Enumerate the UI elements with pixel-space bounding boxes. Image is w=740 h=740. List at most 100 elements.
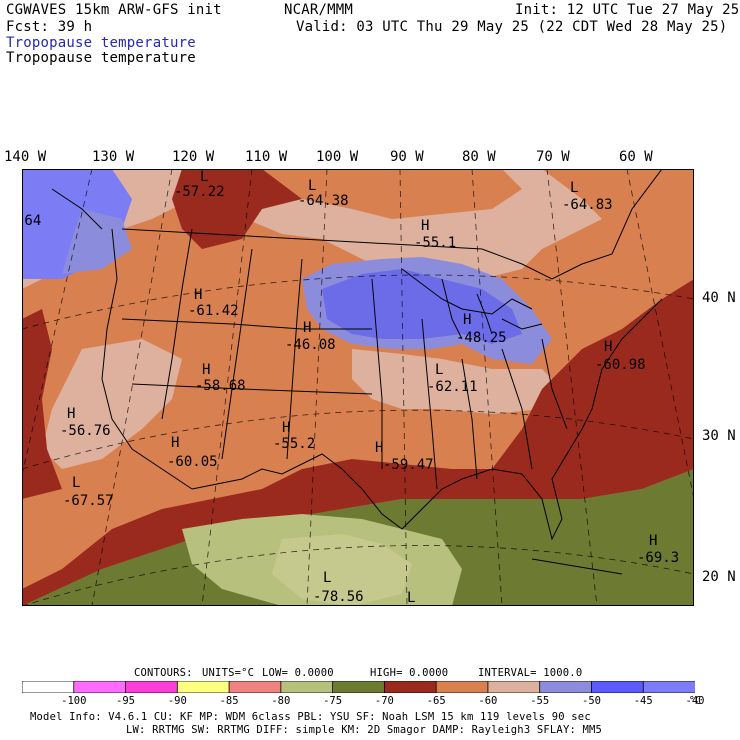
fill-region-west-red: [22, 309, 62, 499]
colorbar-tick-label: -75: [323, 695, 343, 707]
fill-region-east-red: [492, 279, 694, 489]
marker-h-1-symbol: H: [421, 218, 429, 234]
valid-time: Valid: 03 UTC Thu 29 May 25 (22 CDT Wed …: [296, 19, 728, 35]
marker-l-3-symbol: L: [570, 180, 578, 196]
colorbar-swatch: [642, 681, 695, 693]
lon-label-70w: 70 W: [536, 149, 570, 165]
colorbar-swatch: [125, 681, 179, 693]
colorbar-swatch: [332, 681, 386, 693]
marker-h-3-symbol: H: [303, 320, 311, 336]
marker-h-10-value: -59.47: [383, 457, 434, 473]
lon-label-140w: 140 W: [4, 149, 47, 165]
lon-label-90w: 90 W: [390, 149, 424, 165]
marker-h-5-symbol: H: [604, 339, 612, 355]
marker-l-1-symbol: L: [200, 169, 208, 185]
marker-h-6-value: -58.68: [195, 378, 246, 394]
contours-label: CONTOURS:: [134, 667, 193, 679]
fill-region-north-red: [172, 169, 322, 249]
contour-field-title: Tropopause temperature: [6, 35, 196, 51]
fill-region-sw-pink: [42, 339, 182, 469]
marker-h-1-value: -55.1: [414, 235, 456, 251]
colorbar-tick-label: -40: [685, 695, 705, 707]
marker-h-3-value: -46.08: [285, 337, 336, 353]
colorbar-swatch: [487, 681, 541, 693]
marker-l-6-symbol: L: [323, 570, 331, 586]
colorbar-tick-label: -95: [116, 695, 135, 707]
colorbar-swatch: [73, 681, 127, 693]
extrema-markers: L -57.22 L -64.38 L -64.83 H -55.1 H -61…: [22, 169, 679, 606]
marker-h-7-value: -56.76: [60, 423, 111, 439]
fill-region-ne-orange: [542, 169, 694, 279]
colorbar-swatch: [591, 681, 645, 693]
marker-l-5-symbol: L: [72, 475, 80, 491]
marker-h-11-symbol: H: [649, 533, 657, 549]
colorbar-swatch: [435, 681, 489, 693]
colorbar-tick-label: -80: [271, 695, 291, 707]
colorbar-tick-label: -55: [530, 695, 550, 707]
lon-label-110w: 110 W: [245, 149, 288, 165]
lon-label-130w: 130 W: [92, 149, 135, 165]
marker-h-6-symbol: H: [202, 362, 210, 378]
marker-h-4-symbol: H: [463, 312, 471, 328]
marker-h-9-value: -60.05: [167, 454, 218, 470]
marker-l-3-value: -64.83: [562, 197, 613, 213]
lat-label-40n: 40 N: [702, 290, 736, 306]
marker-l-6-value: -78.56: [313, 589, 364, 605]
marker-l-5-value: -67.57: [63, 493, 114, 509]
colorbar-labels: -100 -95 -90 -85 -80 -75 -70 -65 -60 -55 -50 -45 -40…: [22, 696, 722, 708]
marker-l-4-symbol: L: [435, 362, 443, 378]
marker-h-8-value: -55.2: [273, 436, 315, 452]
colorbar-swatch: [280, 681, 334, 693]
marker-l-7-symbol: L: [407, 590, 415, 606]
fill-region-north-orange: [262, 169, 522, 219]
marker-h-8-symbol: H: [282, 420, 290, 436]
lat-label-20n: 20 N: [702, 569, 736, 585]
lon-label-60w: 60 W: [619, 149, 653, 165]
colorbar-tick-label: -90: [167, 695, 187, 707]
organization: NCAR/MMM: [284, 2, 354, 18]
colorbar-tick-label: -85: [219, 695, 239, 707]
colorbar-swatch: [539, 681, 593, 693]
colorbar-tick-label: -100: [61, 695, 87, 707]
contours-units: UNITS=°C: [202, 667, 255, 679]
fill-region-greatlakes-blue: [322, 269, 522, 344]
contours-interval: INTERVAL= 1000.0: [478, 667, 583, 679]
political-boundaries: [51, 169, 663, 575]
marker-l-1-value: -57.22: [174, 184, 225, 200]
marker-h-5-value: -60.98: [595, 357, 646, 373]
marker-h-11-value: -69.3: [637, 550, 679, 566]
model-physics: LW: RRTMG SW: RRTMG DIFF: simple KM: 2D …: [126, 724, 603, 736]
map-frame: [22, 169, 694, 606]
fill-region-shelf-light: [272, 534, 412, 606]
fill-region-south-red: [22, 424, 694, 606]
lat-lon-grid: [22, 169, 694, 606]
marker-h-9-symbol: H: [171, 435, 179, 451]
model-title: CGWAVES 15km ARW-GFS init: [6, 2, 222, 18]
init-time: Init: 12 UTC Tue 27 May 25: [515, 2, 740, 18]
marker-h-4-value: -48.25: [456, 330, 507, 346]
colorbar-tick-label: -65: [426, 695, 446, 707]
marker-h-7-symbol: H: [67, 406, 75, 422]
tropopause-temperature-map: L -57.22 L -64.38 L -64.83 H -55.1 H -61…: [22, 169, 694, 606]
contours-high: HIGH= 0.0000: [370, 667, 449, 679]
colorbar-swatch: [228, 681, 282, 693]
colorbar-tick-label: -70: [374, 695, 394, 707]
forecast-hour: Fcst: 39 h: [6, 19, 93, 35]
colorbar-tick-label: -60: [478, 695, 498, 707]
colorbar-swatch: [176, 681, 230, 693]
colorbar-swatch: [22, 681, 75, 693]
edge-value-west: .64: [22, 213, 41, 229]
marker-h-2-value: -61.42: [188, 303, 239, 319]
lon-label-80w: 80 W: [462, 149, 496, 165]
marker-l-4-value: -62.11: [427, 379, 478, 395]
marker-h-10-symbol: H: [375, 440, 383, 456]
colorbar: [22, 681, 695, 693]
contours-low: LOW= 0.0000: [262, 667, 334, 679]
fill-field-title: Tropopause temperature: [6, 50, 196, 66]
colorbar-tick-label: -50: [582, 695, 601, 707]
marker-h-2-symbol: H: [194, 287, 202, 303]
lon-label-120w: 120 W: [172, 149, 215, 165]
colorbar-unit: °C: [688, 695, 702, 707]
marker-l-2-symbol: L: [308, 178, 316, 194]
lat-label-30n: 30 N: [702, 428, 736, 444]
